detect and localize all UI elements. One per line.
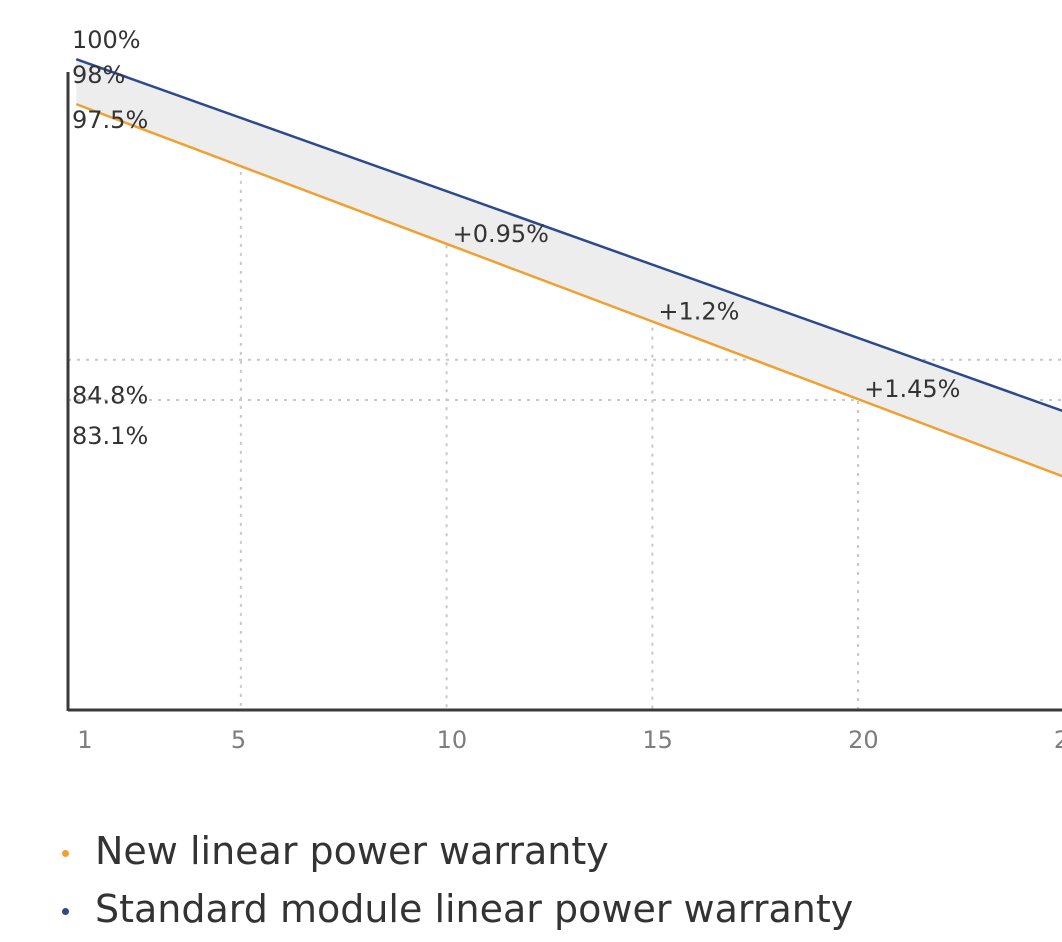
series-line-standard: [75, 57, 1062, 412]
series-layer: [75, 57, 1062, 478]
legend-marker-standard: [62, 907, 69, 915]
warranty-chart: 100% 98% 97.5% 84.8% 83.1% +0.95% +1.2% +1.45%…: [66, 26, 1062, 754]
start-label-1: 97.5%: [72, 106, 148, 134]
series-line-new: [75, 102, 1062, 478]
start-label-0: 98%: [72, 61, 125, 89]
gap-label-1: +1.2%: [658, 297, 739, 325]
legend-label-standard: Standard module linear power warranty: [95, 887, 854, 931]
gap-band: [76, 59, 1062, 477]
gap-label-0: +0.95%: [453, 220, 549, 248]
y-top-label: 100%: [72, 26, 141, 54]
x-tick-20: 20: [848, 726, 879, 754]
legend-item-new: New linear power warranty: [62, 822, 853, 880]
reference-label-0: 84.8%: [72, 382, 148, 410]
reference-label-1: 83.1%: [72, 422, 148, 450]
legend-marker-new: [62, 849, 69, 857]
legend-item-standard: Standard module linear power warranty: [62, 880, 853, 938]
x-tick-labels: 1 5 10 15 20 2: [77, 726, 1062, 754]
chart-legend: New linear power warranty Standard modul…: [62, 822, 853, 938]
x-tick-5: 5: [231, 726, 246, 754]
x-tick-25: 2: [1054, 726, 1062, 754]
labels-layer: 98%97.5%84.8%83.1%+0.95%+1.2%+1.45%+1.7: [72, 61, 960, 450]
x-tick-15: 15: [642, 726, 673, 754]
x-tick-1: 1: [77, 726, 92, 754]
x-tick-10: 10: [437, 726, 468, 754]
legend-label-new: New linear power warranty: [95, 829, 609, 873]
gap-label-2: +1.45%: [864, 375, 960, 403]
